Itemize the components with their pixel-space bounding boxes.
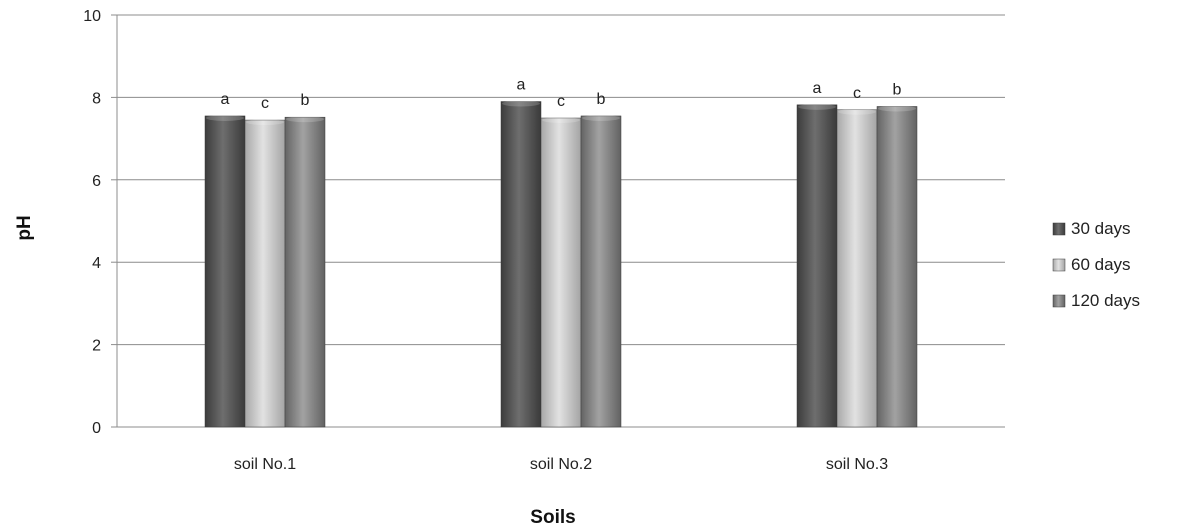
legend-swatch xyxy=(1052,294,1066,308)
bar-cap xyxy=(838,108,876,115)
significance-label: a xyxy=(517,77,526,94)
x-category-label: soil No.3 xyxy=(826,456,888,473)
legend-label: 30 days xyxy=(1071,219,1131,238)
y-tick-label: 4 xyxy=(92,255,101,272)
bar-cap xyxy=(878,105,916,112)
bar-60-days-1 xyxy=(244,119,286,428)
significance-label: b xyxy=(597,91,606,108)
y-axis-title: pH xyxy=(14,215,35,240)
legend-label: 120 days xyxy=(1071,291,1140,310)
labels: a c b soil No.1 a c b soil No.2 a c b soil No.3 xyxy=(221,77,902,473)
significance-label: a xyxy=(813,80,822,97)
bar-120-days-1 xyxy=(284,116,326,428)
x-axis-title: Soils xyxy=(530,507,575,528)
bar-cap xyxy=(542,117,580,123)
significance-label: c xyxy=(557,93,565,110)
bar-cap xyxy=(246,119,284,126)
significance-label: c xyxy=(261,95,269,112)
bar-cap xyxy=(206,114,244,121)
significance-label: a xyxy=(221,91,230,108)
bar-cap xyxy=(286,116,324,123)
bar-30-days-3 xyxy=(796,104,838,428)
bar-60-days-2 xyxy=(540,117,582,428)
bar-cap xyxy=(582,114,620,121)
bar-60-days-3 xyxy=(836,109,878,428)
axes: 0 2 4 6 8 10 xyxy=(83,8,118,437)
bars xyxy=(204,100,918,428)
y-tick-label: 0 xyxy=(92,420,101,437)
bar-30-days-1 xyxy=(204,115,246,428)
y-tick-label: 10 xyxy=(83,8,101,25)
bar-120-days-3 xyxy=(876,106,918,428)
legend-swatch xyxy=(1052,258,1066,272)
legend-swatch xyxy=(1052,222,1066,236)
significance-label: b xyxy=(301,92,310,109)
y-tick-label: 8 xyxy=(92,90,101,107)
bar-cap xyxy=(798,103,836,110)
x-category-label: soil No.1 xyxy=(234,456,296,473)
y-tick-label: 2 xyxy=(92,338,101,355)
legend-label: 60 days xyxy=(1071,255,1131,274)
x-category-label: soil No.2 xyxy=(530,456,592,473)
bar-30-days-2 xyxy=(500,101,542,428)
bar-cap xyxy=(502,100,540,107)
bar-120-days-2 xyxy=(580,115,622,428)
significance-label: b xyxy=(893,81,902,98)
legend: 30 days 60 days 120 days xyxy=(1052,219,1140,310)
significance-label: c xyxy=(853,85,861,102)
y-tick-label: 6 xyxy=(92,173,101,190)
